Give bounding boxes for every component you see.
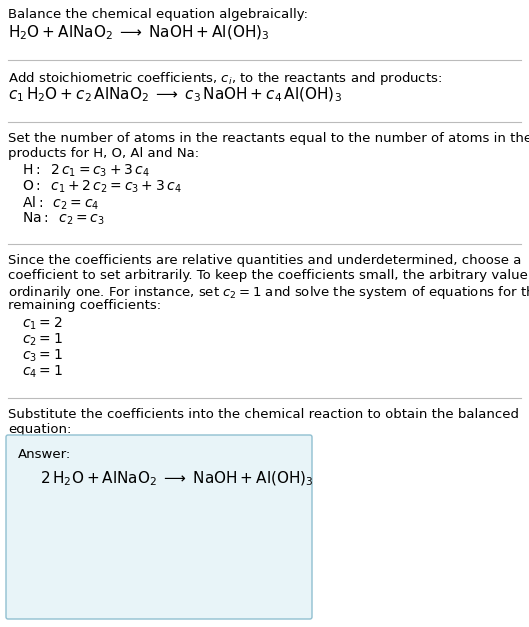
Text: equation:: equation:: [8, 423, 71, 436]
Text: $c_2 = 1$: $c_2 = 1$: [22, 332, 63, 349]
Text: $\mathrm{Na:}\;\;c_2 = c_3$: $\mathrm{Na:}\;\;c_2 = c_3$: [22, 211, 105, 228]
FancyBboxPatch shape: [6, 435, 312, 619]
Text: $2\,\mathrm{H_2O + AlNaO_2 \;\longrightarrow\; NaOH + Al(OH)_3}$: $2\,\mathrm{H_2O + AlNaO_2 \;\longrighta…: [40, 470, 314, 488]
Text: Since the coefficients are relative quantities and underdetermined, choose a: Since the coefficients are relative quan…: [8, 254, 522, 267]
Text: remaining coefficients:: remaining coefficients:: [8, 299, 161, 312]
Text: Balance the chemical equation algebraically:: Balance the chemical equation algebraica…: [8, 8, 308, 21]
Text: ordinarily one. For instance, set $c_2 = 1$ and solve the system of equations fo: ordinarily one. For instance, set $c_2 =…: [8, 284, 529, 301]
Text: $c_3 = 1$: $c_3 = 1$: [22, 348, 63, 364]
Text: products for H, O, Al and Na:: products for H, O, Al and Na:: [8, 147, 199, 160]
Text: Answer:: Answer:: [18, 448, 71, 461]
Text: $\mathrm{O:}\;\;c_1 + 2\,c_2 = c_3 + 3\,c_4$: $\mathrm{O:}\;\;c_1 + 2\,c_2 = c_3 + 3\,…: [22, 179, 181, 196]
Text: $\mathrm{H_2O + AlNaO_2 \;\longrightarrow\; NaOH + Al(OH)_3}$: $\mathrm{H_2O + AlNaO_2 \;\longrightarro…: [8, 24, 269, 43]
Text: Add stoichiometric coefficients, $c_i$, to the reactants and products:: Add stoichiometric coefficients, $c_i$, …: [8, 70, 442, 87]
Text: $c_1 = 2$: $c_1 = 2$: [22, 316, 62, 332]
Text: $\mathrm{Al:}\;\;c_2 = c_4$: $\mathrm{Al:}\;\;c_2 = c_4$: [22, 195, 99, 213]
Text: Set the number of atoms in the reactants equal to the number of atoms in the: Set the number of atoms in the reactants…: [8, 132, 529, 145]
Text: $c_1\,\mathrm{H_2O} + c_2\,\mathrm{AlNaO_2} \;\longrightarrow\; c_3\,\mathrm{NaO: $c_1\,\mathrm{H_2O} + c_2\,\mathrm{AlNaO…: [8, 86, 342, 105]
Text: Substitute the coefficients into the chemical reaction to obtain the balanced: Substitute the coefficients into the che…: [8, 408, 519, 421]
Text: $c_4 = 1$: $c_4 = 1$: [22, 364, 63, 381]
Text: $\mathrm{H:}\;\;2\,c_1 = c_3 + 3\,c_4$: $\mathrm{H:}\;\;2\,c_1 = c_3 + 3\,c_4$: [22, 163, 150, 179]
Text: coefficient to set arbitrarily. To keep the coefficients small, the arbitrary va: coefficient to set arbitrarily. To keep …: [8, 269, 529, 282]
